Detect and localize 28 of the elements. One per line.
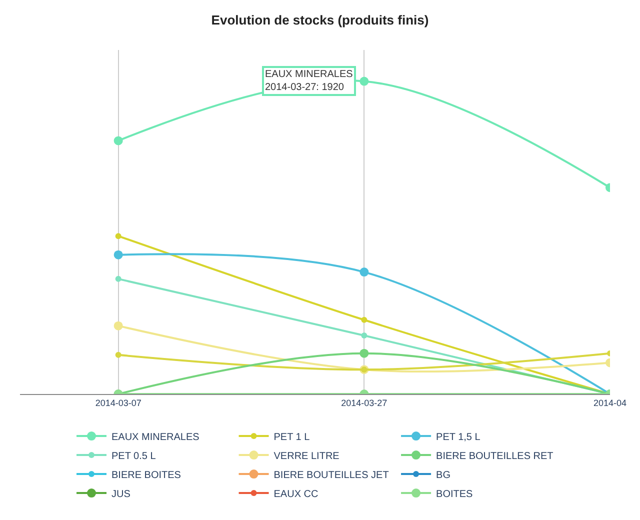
point: [114, 136, 123, 146]
point: [114, 321, 123, 330]
annotation: EAUX MINERALES 2014-03-27: 1920: [265, 69, 354, 93]
point: [360, 268, 369, 277]
x-tick-label: 2014-04: [593, 398, 627, 408]
legend-label: BIERE BOUTEILLES JET: [274, 470, 389, 481]
point: [115, 352, 122, 358]
point: [361, 332, 368, 339]
chart-title: Evolution de stocks (produits finis): [211, 12, 429, 28]
legend-label: PET 1,5 L: [436, 432, 481, 443]
legend-label: EAUX CC: [274, 488, 318, 500]
legend-label: JUS: [112, 488, 131, 500]
x-tick-label: 2014-03-27: [341, 398, 388, 408]
legend-label: BG: [436, 470, 451, 481]
point: [115, 233, 122, 240]
legend-label: PET 1 L: [274, 432, 310, 443]
point: [360, 348, 369, 358]
point: [115, 276, 122, 282]
legend-label: VERRE LITRE: [274, 450, 340, 462]
legend-label: BIERE BOITES: [112, 470, 182, 481]
point: [114, 250, 123, 260]
legend-label: PET 0.5 L: [112, 450, 156, 462]
legend-label: BOITES: [436, 488, 474, 500]
legend-label: BIERE BOUTEILLES RET: [436, 450, 554, 462]
x-tick-label: 2014-03-07: [95, 398, 142, 408]
point: [360, 76, 369, 86]
point: [361, 316, 368, 323]
legend-label: EAUX MINERALES: [112, 432, 200, 443]
